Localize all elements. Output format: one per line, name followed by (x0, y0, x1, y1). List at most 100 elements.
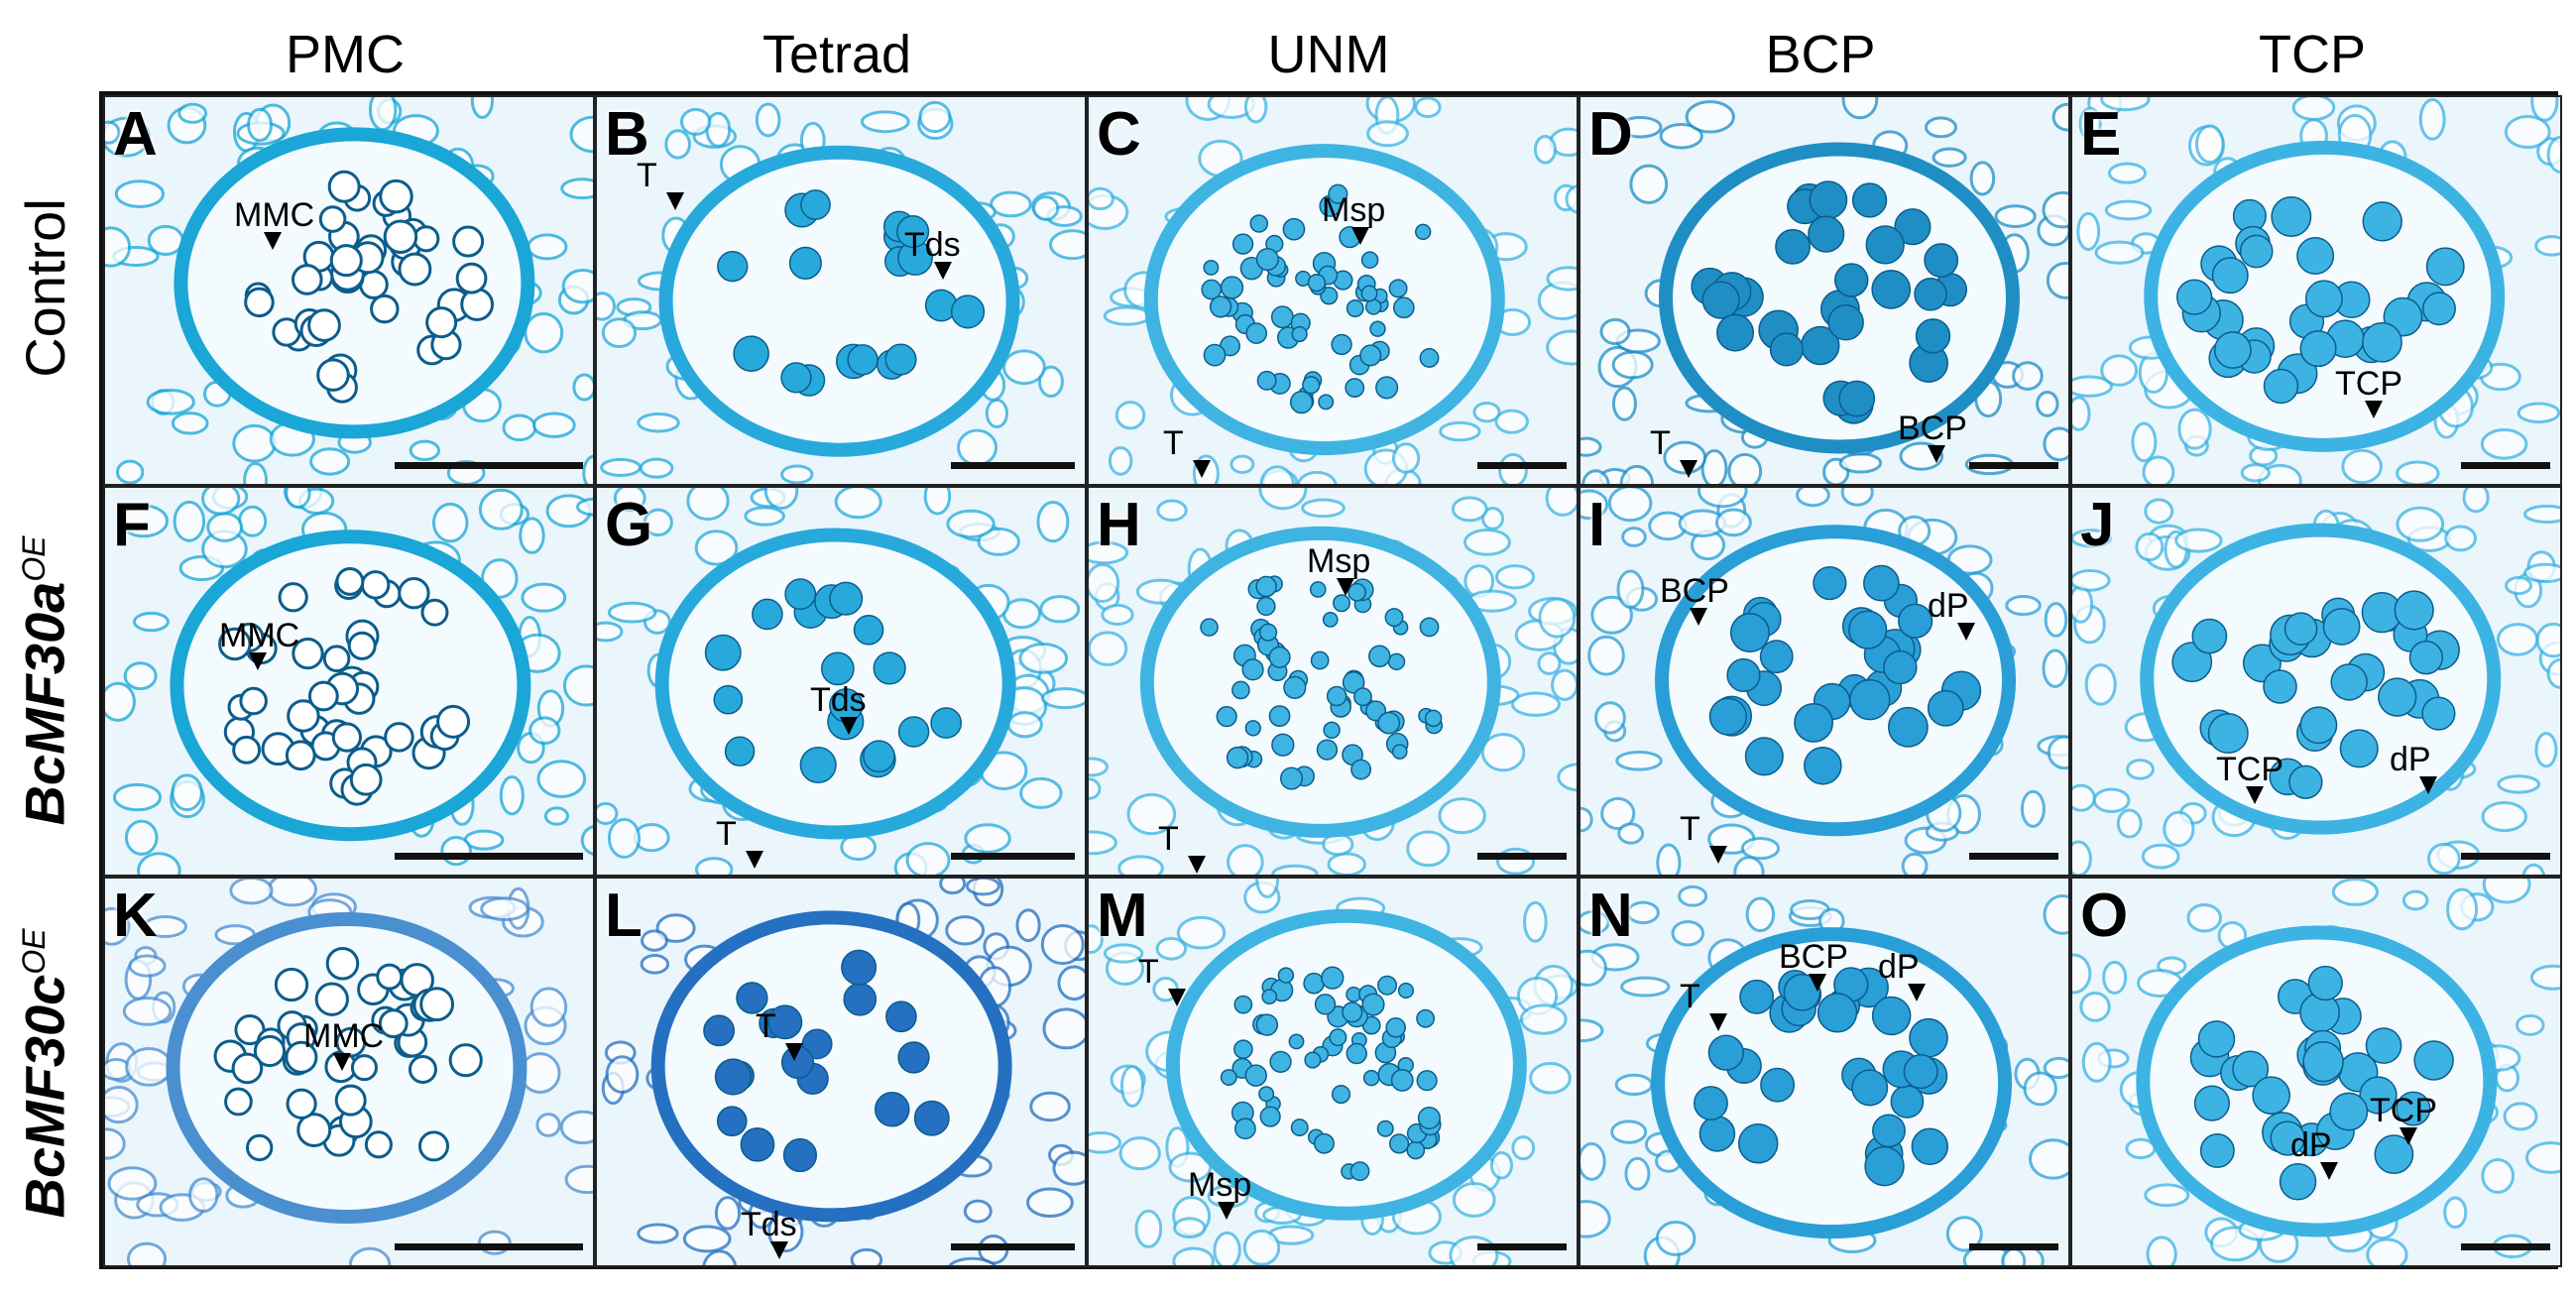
annotation-label: T (756, 1007, 776, 1045)
column-header-tetrad: Tetrad (761, 25, 912, 84)
panel-label: E (2080, 100, 2122, 169)
micrograph-image (1581, 97, 2068, 484)
arrowhead-icon (1193, 460, 1211, 478)
annotation-label: T (637, 157, 657, 194)
scale-bar (2461, 1243, 2550, 1250)
column-header-tcp: TCP (2259, 25, 2366, 84)
panel-label: D (1588, 100, 1633, 169)
arrowhead-icon (1188, 856, 1206, 874)
micrograph-image (1089, 97, 1577, 484)
panel-d: D T BCP (1579, 95, 2070, 486)
panel-i: I BCP dP T (1579, 486, 2070, 877)
annotation-label: MMC (219, 617, 300, 654)
arrowhead-icon (1168, 989, 1186, 1006)
panel-label: N (1588, 882, 1633, 950)
annotation-label: MMC (303, 1017, 385, 1055)
arrowhead-icon (1709, 1013, 1727, 1031)
arrowhead-icon (1690, 608, 1707, 626)
scale-bar (395, 462, 583, 469)
row-label-bcmf30a: BcMF30a (13, 581, 76, 826)
annotation-label: T (1650, 424, 1671, 462)
annotation-label: MMC (234, 196, 315, 234)
annotation-label: TCP (2216, 751, 2283, 788)
arrowhead-icon (2419, 776, 2437, 794)
column-header-unm: UNM (1267, 25, 1390, 84)
scale-bar (1477, 462, 1567, 469)
arrowhead-icon (1218, 1202, 1235, 1220)
arrowhead-icon (934, 262, 952, 280)
annotation-label: dP (2390, 741, 2431, 778)
panel-l: L T Tds (595, 877, 1087, 1267)
annotation-label: Tds (810, 681, 867, 719)
arrowhead-icon (1957, 623, 1975, 641)
annotation-label: Msp (1322, 191, 1386, 229)
panel-j: J TCP dP (2070, 486, 2562, 877)
panel-label: G (605, 491, 653, 559)
micrograph-image (1089, 488, 1577, 875)
micrograph-image (2072, 879, 2560, 1265)
panel-e: E TCP (2070, 95, 2562, 486)
scale-bar (2461, 853, 2550, 860)
arrowhead-icon (264, 232, 282, 250)
panel-label: H (1097, 491, 1141, 559)
row-label-bcmf30c: BcMF30c (13, 974, 76, 1219)
arrowhead-icon (666, 192, 684, 210)
panel-label: B (605, 100, 649, 169)
annotation-label: TCP (2370, 1092, 2437, 1129)
scale-bar (1969, 853, 2058, 860)
row-label-control: Control (13, 197, 76, 378)
panel-c: C Msp T (1087, 95, 1579, 486)
arrowhead-icon (770, 1241, 788, 1259)
annotation-label: BCP (1779, 938, 1848, 976)
annotation-label: Msp (1307, 542, 1371, 580)
arrowhead-icon (2320, 1162, 2338, 1180)
panel-label: F (113, 491, 151, 559)
annotation-label: Tds (904, 226, 961, 264)
arrowhead-icon (1809, 974, 1826, 992)
arrowhead-icon (2400, 1127, 2417, 1145)
scale-bar (395, 1243, 583, 1250)
annotation-label: T (716, 815, 737, 853)
arrowhead-icon (333, 1053, 351, 1071)
micrograph-image (597, 97, 1085, 484)
annotation-label: T (1138, 953, 1159, 991)
column-header-pmc: PMC (286, 25, 405, 84)
arrowhead-icon (1928, 445, 1945, 463)
arrowhead-icon (2365, 401, 2383, 418)
panel-f: F MMC (103, 486, 595, 877)
scale-bar (1477, 853, 1567, 860)
annotation-label: dP (1878, 948, 1920, 986)
annotation-label: dP (1928, 587, 1969, 625)
annotation-label: Msp (1188, 1166, 1252, 1204)
scale-bar (1969, 462, 2058, 469)
panel-a: A MMC (103, 95, 595, 486)
arrowhead-icon (1908, 984, 1926, 1001)
micrograph-image (105, 879, 593, 1265)
micrograph-grid: A MMC B T Tds C Msp T D T BCP E TCP F MMC G Tds T H Msp T I BC… (99, 91, 2562, 1269)
arrowhead-icon (1709, 846, 1727, 864)
arrowhead-icon (1337, 578, 1354, 596)
annotation-label: dP (2290, 1126, 2332, 1164)
column-header-bcp: BCP (1765, 25, 1876, 84)
annotation-label: BCP (1660, 572, 1729, 610)
annotation-label: T (1158, 820, 1179, 858)
row-sup-bcmf30c: OE (15, 927, 52, 975)
arrowhead-icon (1351, 227, 1369, 245)
panel-h: H Msp T (1087, 486, 1579, 877)
micrograph-image (597, 879, 1085, 1265)
scale-bar (951, 1243, 1075, 1250)
annotation-label: Tds (741, 1206, 797, 1243)
micrograph-image (1581, 879, 2068, 1265)
panel-k: K MMC (103, 877, 595, 1267)
arrowhead-icon (249, 652, 267, 670)
micrograph-image (1089, 879, 1577, 1265)
row-sup-bcmf30a: OE (15, 534, 52, 582)
panel-n: N T BCP dP (1579, 877, 2070, 1267)
scale-bar (1969, 1243, 2058, 1250)
panel-label: O (2080, 882, 2129, 950)
scale-bar (2461, 462, 2550, 469)
panel-label: M (1097, 882, 1148, 950)
annotation-label: TCP (2335, 365, 2402, 403)
annotation-label: T (1680, 978, 1700, 1015)
